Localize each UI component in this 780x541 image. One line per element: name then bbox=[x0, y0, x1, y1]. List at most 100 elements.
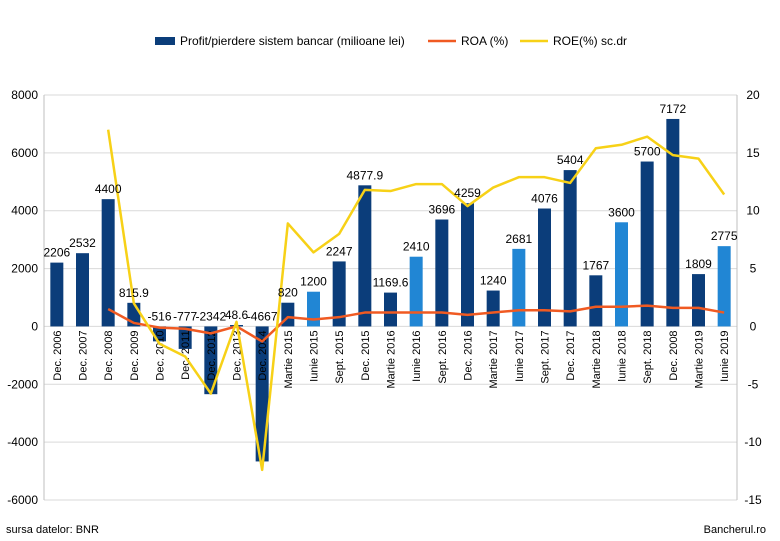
category-label: Dec. 2011 bbox=[180, 330, 192, 379]
bar bbox=[589, 275, 603, 327]
category-label: Sept. 2016 bbox=[437, 330, 449, 383]
category-label: Dec. 2009 bbox=[129, 330, 141, 380]
bar-value-label: 5700 bbox=[634, 145, 661, 159]
category-label: Dec. 2012 bbox=[206, 330, 218, 380]
bars-series bbox=[50, 118, 731, 462]
right-tick-label: -10 bbox=[744, 435, 762, 449]
right-tick-label: 20 bbox=[746, 88, 760, 102]
category-label: Dec. 2016 bbox=[463, 330, 475, 380]
bar bbox=[512, 248, 526, 327]
right-tick-label: 0 bbox=[750, 319, 757, 333]
bar-value-label: 2775 bbox=[711, 229, 738, 243]
right-tick-label: 15 bbox=[746, 146, 760, 160]
bar-value-label: 2681 bbox=[505, 232, 532, 246]
bar bbox=[615, 222, 628, 327]
right-tick-label: -15 bbox=[744, 493, 762, 507]
bar-value-label: -516 bbox=[147, 309, 171, 323]
bar bbox=[384, 292, 397, 327]
bar-value-label: 2410 bbox=[403, 240, 430, 254]
left-axis: -6000 -4000 -2000 0 2000 4000 6000 8000 bbox=[7, 88, 45, 507]
category-label: Dec. 2017 bbox=[565, 330, 577, 380]
bar bbox=[538, 208, 551, 327]
bar bbox=[409, 256, 423, 327]
line-series bbox=[106, 129, 726, 472]
bar-value-label: 5404 bbox=[557, 153, 584, 167]
bar bbox=[486, 290, 500, 327]
right-tick-label: 10 bbox=[746, 204, 760, 218]
left-tick-label: 2000 bbox=[11, 262, 38, 276]
bar bbox=[640, 161, 654, 327]
left-tick-label: 8000 bbox=[11, 88, 38, 102]
right-tick-label: -5 bbox=[748, 377, 759, 391]
bar bbox=[332, 261, 346, 327]
category-label: Iunie 2016 bbox=[411, 330, 423, 381]
bar bbox=[692, 274, 705, 327]
roa-line bbox=[107, 304, 725, 343]
right-tick-label: 5 bbox=[750, 262, 757, 276]
roe-line bbox=[106, 129, 726, 472]
bar bbox=[178, 326, 192, 349]
bar-value-label: -777 bbox=[173, 309, 197, 323]
category-label: Martie 2016 bbox=[386, 330, 398, 388]
category-label: Martie 2019 bbox=[694, 330, 706, 388]
bar-value-label: 2532 bbox=[69, 236, 96, 250]
source-note: sursa datelor: BNR bbox=[6, 524, 99, 536]
bar-value-label: 3696 bbox=[428, 203, 455, 217]
category-label: Dec. 2010 bbox=[155, 330, 167, 380]
bar-value-label: 4259 bbox=[454, 186, 481, 200]
bar bbox=[76, 253, 89, 327]
bar-value-label: 4400 bbox=[95, 182, 122, 196]
bar-value-label: 1767 bbox=[582, 258, 609, 272]
bar bbox=[435, 219, 449, 327]
bar bbox=[563, 170, 577, 327]
category-label: Martie 2015 bbox=[283, 330, 295, 388]
bar-value-label: 2247 bbox=[326, 244, 353, 258]
bar bbox=[461, 203, 474, 327]
bar-value-label: 1809 bbox=[685, 257, 712, 271]
legend-label-roe: ROE(%) sc.dr bbox=[553, 34, 627, 48]
bar-value-label: 1240 bbox=[480, 274, 507, 288]
bar-value-label: 1200 bbox=[300, 275, 327, 289]
bar-value-label: 4076 bbox=[531, 192, 558, 206]
legend: Profit/pierdere sistem bancar (milioane … bbox=[155, 34, 627, 48]
category-label: Dec. 2014 bbox=[257, 330, 269, 380]
category-label: Sept. 2015 bbox=[334, 330, 346, 383]
bar-value-label: -4667 bbox=[247, 309, 278, 323]
category-label: Iunie 2018 bbox=[617, 330, 629, 381]
category-label: Iunie 2017 bbox=[514, 330, 526, 381]
left-tick-label: 4000 bbox=[11, 204, 38, 218]
legend-label-profit: Profit/pierdere sistem bancar (milioane … bbox=[180, 34, 405, 48]
bar-value-label: 48.6 bbox=[225, 308, 249, 322]
bar bbox=[358, 185, 372, 327]
category-label: Dec. 2008 bbox=[668, 330, 680, 380]
category-label: Martie 2018 bbox=[591, 330, 603, 388]
category-label: Dec. 2008 bbox=[103, 330, 115, 380]
left-tick-label: 0 bbox=[31, 319, 38, 333]
category-label: Dec. 2007 bbox=[78, 330, 90, 380]
category-labels: Dec. 2006 Dec. 2007 Dec. 2008 Dec. 2009 Dec.… bbox=[52, 330, 731, 388]
bar-value-label: 820 bbox=[278, 286, 298, 300]
bar-value-label: 7172 bbox=[659, 102, 686, 116]
category-label: Iunie 2015 bbox=[309, 330, 321, 381]
legend-label-roa: ROA (%) bbox=[461, 34, 508, 48]
bar-value-label: 815.9 bbox=[119, 286, 149, 300]
bar bbox=[50, 262, 64, 327]
bar-value-label: 1169.6 bbox=[373, 276, 409, 290]
right-axis: -15 -10 -5 0 5 10 15 20 bbox=[736, 88, 762, 507]
bar-value-label: 2206 bbox=[43, 246, 70, 260]
category-label: Dec. 2006 bbox=[52, 330, 64, 380]
left-tick-label: -6000 bbox=[7, 493, 38, 507]
bar bbox=[666, 118, 680, 327]
bar bbox=[204, 326, 218, 395]
bar-value-label: 4877.9 bbox=[346, 168, 383, 182]
bar-value-label: 3600 bbox=[608, 205, 635, 219]
bar bbox=[307, 291, 320, 327]
category-label: Dec. 2015 bbox=[360, 330, 372, 380]
left-tick-label: -2000 bbox=[7, 377, 38, 391]
category-label: Sept. 2017 bbox=[540, 330, 552, 383]
category-label: Martie 2017 bbox=[488, 330, 500, 388]
category-label: Iunie 2019 bbox=[719, 330, 731, 381]
bar bbox=[717, 246, 731, 327]
